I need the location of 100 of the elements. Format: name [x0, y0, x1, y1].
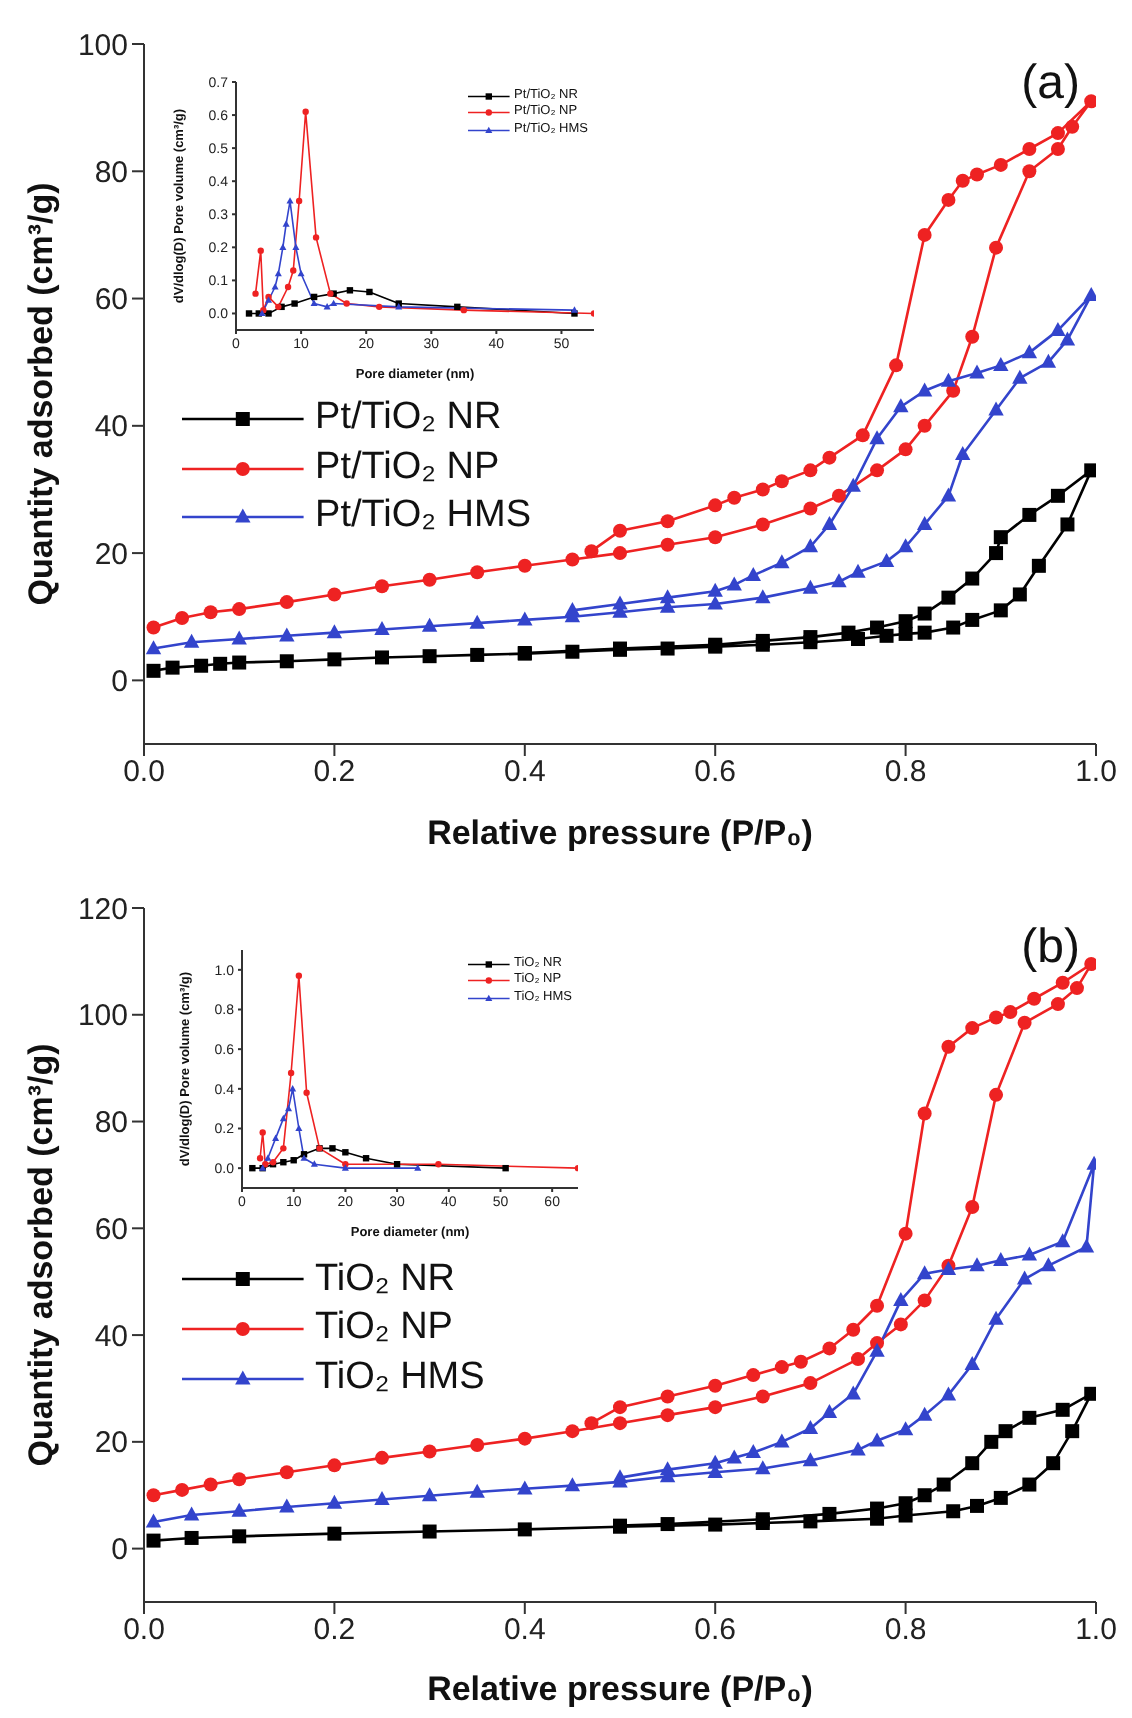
point	[1012, 369, 1028, 384]
y-tick-label: 0	[111, 665, 128, 700]
point	[855, 428, 870, 443]
point	[707, 595, 723, 610]
point	[231, 630, 247, 645]
point	[917, 606, 932, 621]
point	[1003, 1005, 1018, 1020]
point	[1050, 488, 1065, 503]
point	[175, 1482, 190, 1497]
point	[285, 1104, 293, 1112]
point	[746, 1368, 761, 1383]
point	[613, 1400, 627, 1415]
x-axis-title: Relative pressure (P/P₀)	[427, 1670, 813, 1708]
point	[708, 1378, 723, 1393]
point	[850, 1441, 866, 1456]
point	[660, 641, 675, 656]
point	[265, 310, 272, 317]
point	[989, 1010, 1004, 1025]
point	[745, 1444, 761, 1459]
x-tick-label: 0.2	[313, 1613, 356, 1648]
point	[1021, 1246, 1038, 1261]
annotation: (a)	[1021, 56, 1080, 112]
point	[993, 530, 1008, 545]
point	[295, 972, 303, 979]
legend-label: Pt/TiO₂ NR	[315, 394, 502, 442]
x-tick-label: 0.8	[884, 1613, 927, 1648]
point	[893, 398, 909, 413]
point	[203, 1477, 218, 1492]
point	[755, 1460, 771, 1475]
point	[1021, 344, 1038, 359]
point	[965, 571, 980, 586]
point	[822, 1506, 837, 1521]
point	[831, 488, 846, 503]
point	[146, 620, 161, 635]
point	[146, 663, 161, 678]
point	[774, 1433, 790, 1448]
point	[898, 1496, 913, 1511]
point	[146, 1533, 161, 1548]
point	[660, 1389, 675, 1404]
point	[946, 620, 961, 635]
point	[845, 477, 861, 492]
point	[946, 1504, 961, 1519]
point	[993, 603, 1008, 618]
point	[184, 1530, 199, 1545]
point	[517, 1522, 532, 1537]
point	[517, 1431, 532, 1446]
point	[659, 589, 676, 604]
point	[989, 240, 1004, 255]
point	[1050, 142, 1065, 156]
point	[1083, 286, 1096, 301]
point	[1069, 981, 1084, 996]
point	[1084, 1386, 1096, 1401]
point	[1022, 164, 1037, 179]
point	[940, 1386, 957, 1401]
point	[1046, 1456, 1061, 1471]
point	[893, 1291, 909, 1306]
point	[955, 173, 970, 188]
point	[565, 1424, 580, 1439]
point	[183, 633, 200, 648]
point	[898, 1508, 913, 1523]
point	[916, 516, 933, 531]
point	[375, 1450, 389, 1465]
point	[878, 552, 895, 567]
point	[870, 1501, 885, 1516]
point	[1050, 126, 1065, 141]
point	[517, 1480, 533, 1495]
y-axis-title: Quantity adsorbed (cm³/g)	[22, 182, 61, 606]
point	[965, 612, 980, 627]
point	[869, 430, 885, 445]
point	[1040, 1257, 1057, 1272]
point	[145, 640, 162, 655]
point	[280, 1159, 287, 1166]
point	[422, 1524, 437, 1539]
point	[280, 1145, 287, 1152]
point	[329, 1145, 336, 1152]
point	[989, 546, 1004, 561]
point	[295, 1124, 303, 1132]
point	[271, 283, 279, 290]
point	[707, 582, 723, 597]
point	[469, 614, 485, 629]
y-tick-label: 120	[77, 892, 128, 927]
x-tick-label: 1.0	[1075, 755, 1117, 790]
y-tick-label: 80	[94, 155, 128, 190]
point	[279, 595, 294, 610]
point	[970, 1498, 984, 1513]
point	[998, 1424, 1013, 1439]
point	[422, 649, 437, 664]
point	[279, 1465, 294, 1480]
point	[295, 197, 303, 205]
y-tick-label: 20	[94, 1426, 128, 1461]
point	[726, 576, 742, 591]
point	[414, 1164, 422, 1171]
point	[290, 1157, 297, 1164]
point	[422, 1444, 437, 1459]
point	[707, 1454, 723, 1469]
point	[897, 1421, 914, 1436]
point	[327, 1458, 342, 1473]
point	[502, 1164, 509, 1172]
point	[1012, 587, 1027, 602]
legend-label: TiO₂ HMS	[315, 1353, 485, 1402]
